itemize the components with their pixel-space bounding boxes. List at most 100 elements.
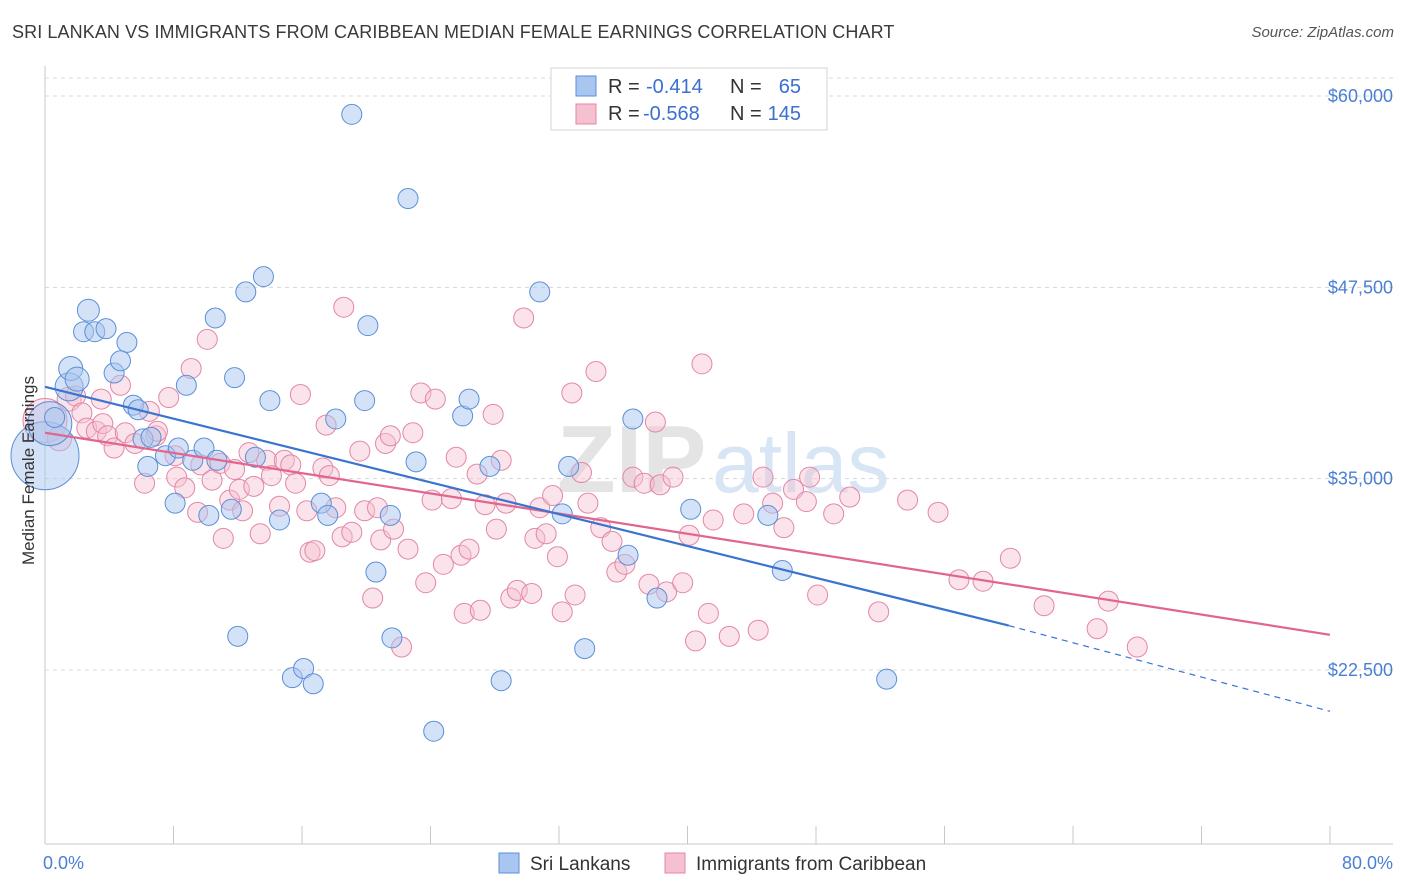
data-point-caribbean [733, 503, 755, 525]
data-point-caribbean [783, 478, 805, 500]
data-point-sri-lankan [617, 544, 639, 566]
legend-n-value: 145 [768, 103, 801, 125]
legend-box: R = -0.414 N = 65 R = -0.568 N = 145 [550, 67, 828, 131]
data-point-caribbean [773, 517, 795, 539]
bottom-legend-caribbean: Immigrants from Caribbean [696, 854, 926, 875]
data-point-sri-lankan [876, 668, 898, 690]
data-point-caribbean [685, 630, 707, 652]
data-point-caribbean [691, 353, 713, 375]
data-point-sri-lankan [490, 670, 512, 692]
data-point-caribbean [424, 388, 446, 410]
data-point-sri-lankan [140, 426, 162, 448]
data-point-sri-lankan [317, 504, 339, 526]
data-point-caribbean [649, 474, 671, 496]
data-point-sri-lankan [227, 625, 249, 647]
data-point-caribbean [747, 619, 769, 641]
data-point-caribbean [289, 383, 311, 405]
caribbean-points [22, 296, 1148, 658]
data-point-caribbean [349, 440, 371, 462]
x-tick-label-min: 0.0% [43, 853, 84, 873]
data-point-caribbean [799, 466, 821, 488]
data-point-sri-lankan [109, 350, 131, 372]
data-point-sri-lankan [325, 408, 347, 430]
data-point-caribbean [212, 527, 234, 549]
data-point-caribbean [622, 466, 644, 488]
data-point-caribbean [402, 422, 424, 444]
data-point-caribbean [807, 584, 829, 606]
data-point-caribbean [702, 509, 724, 531]
y-tick-label: $60,000 [1328, 86, 1393, 106]
data-point-caribbean [158, 387, 180, 409]
data-point-caribbean [174, 477, 196, 499]
data-point-caribbean [601, 530, 623, 552]
data-point-caribbean [718, 625, 740, 647]
data-point-caribbean [333, 296, 355, 318]
data-point-sri-lankan [137, 455, 159, 477]
data-point-caribbean [697, 602, 719, 624]
data-point-caribbean [201, 469, 223, 491]
y-tick-label: $22,500 [1328, 660, 1393, 680]
data-point-caribbean [524, 527, 546, 549]
bottom-legend: Sri Lankans Immigrants from Caribbean [498, 852, 926, 875]
data-point-caribbean [795, 491, 817, 513]
data-point-sri-lankan [646, 587, 668, 609]
data-point-caribbean [458, 538, 480, 560]
data-point-caribbean [445, 446, 467, 468]
y-axis-title: Median Female Earnings [19, 376, 38, 565]
data-point-sri-lankan [198, 504, 220, 526]
data-point-sri-lankan [397, 188, 419, 210]
data-point-sri-lankan [405, 451, 427, 473]
data-point-caribbean [551, 601, 573, 623]
data-point-caribbean [243, 475, 265, 497]
data-point-sri-lankan [175, 374, 197, 396]
data-point-caribbean [564, 584, 586, 606]
y-tick-label: $47,500 [1328, 277, 1393, 297]
data-point-caribbean [839, 486, 861, 508]
y-tick-label: $35,000 [1328, 469, 1393, 489]
y-tick-labels: $22,500 $35,000 $47,500 $60,000 [1328, 86, 1393, 680]
data-point-caribbean [672, 572, 694, 594]
bottom-legend-sri-lankans: Sri Lankans [530, 854, 630, 875]
data-point-sri-lankan [365, 561, 387, 583]
data-point-caribbean [1033, 595, 1055, 617]
data-point-sri-lankan [529, 281, 551, 303]
data-point-caribbean [662, 466, 684, 488]
data-point-caribbean [868, 601, 890, 623]
watermark: ZIP atlas [557, 406, 889, 513]
data-point-caribbean [92, 413, 114, 435]
trend-line-caribbean [44, 431, 1331, 636]
data-point-caribbean [196, 328, 218, 350]
data-point-caribbean [285, 472, 307, 494]
data-point-caribbean [260, 465, 282, 487]
data-point-caribbean [521, 582, 543, 604]
data-point-sri-lankan [302, 673, 324, 695]
data-point-caribbean [535, 523, 557, 545]
data-point-sri-lankan [64, 366, 90, 392]
legend-swatch-blue [575, 75, 597, 97]
data-point-caribbean [577, 492, 599, 514]
legend-n-label: N = [730, 76, 762, 98]
legend-frame [550, 67, 828, 131]
legend-r-label: R = [608, 76, 640, 98]
legend-r-label: R = [608, 103, 640, 125]
data-point-sri-lankan [95, 318, 117, 340]
data-point-sri-lankan [116, 331, 138, 353]
data-point-sri-lankan [269, 509, 291, 531]
data-point-caribbean [585, 361, 607, 383]
bottom-legend-swatch-pink [664, 852, 686, 874]
data-point-caribbean [474, 494, 496, 516]
data-point-sri-lankan [622, 408, 644, 430]
data-point-sri-lankan [224, 367, 246, 389]
legend-n-value: 65 [779, 76, 801, 98]
sri-lankan-points [10, 103, 898, 742]
data-point-caribbean [432, 553, 454, 575]
data-point-sri-lankan [423, 720, 445, 742]
data-point-caribbean [166, 466, 188, 488]
data-point-sri-lankan [220, 498, 242, 520]
data-point-caribbean [561, 382, 583, 404]
data-point-sri-lankan [558, 455, 580, 477]
grid [45, 77, 1393, 671]
legend-n-label: N = [730, 103, 762, 125]
data-point-caribbean [752, 466, 774, 488]
trend-line-sri-lankans [44, 385, 1010, 627]
